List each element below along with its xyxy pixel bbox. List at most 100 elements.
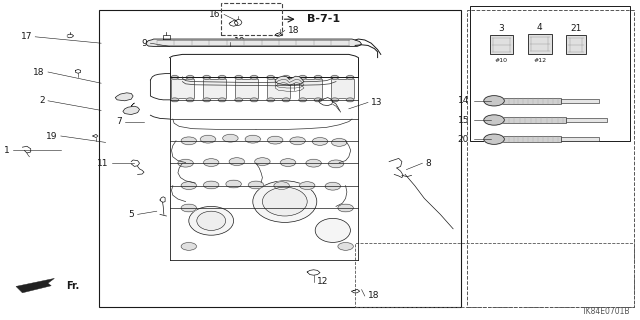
Ellipse shape [253,181,317,222]
Bar [502,117,566,123]
Bar [528,34,552,54]
Text: 12: 12 [317,277,328,286]
Text: 2: 2 [39,96,45,105]
Bar [566,35,586,54]
Circle shape [248,181,264,189]
Bar [171,79,194,98]
Circle shape [332,139,347,146]
Text: Fr.: Fr. [66,281,79,291]
Ellipse shape [189,206,234,235]
Bar [502,136,561,142]
Circle shape [280,159,296,166]
Circle shape [235,76,243,79]
Circle shape [204,181,219,189]
Bar [299,79,322,98]
Circle shape [235,98,243,102]
Bar [566,118,607,122]
Text: 8: 8 [426,159,431,168]
Circle shape [181,204,196,212]
Circle shape [346,76,354,79]
Circle shape [282,98,290,102]
Text: 7: 7 [116,117,122,126]
Circle shape [200,135,216,143]
Polygon shape [16,278,54,293]
Bar [470,6,630,141]
Circle shape [250,76,258,79]
Ellipse shape [197,211,226,230]
Text: 17: 17 [20,32,32,41]
Bar [267,79,290,98]
Circle shape [181,137,196,145]
Text: 1: 1 [4,146,10,155]
Circle shape [314,76,322,79]
Circle shape [245,135,260,143]
Circle shape [204,159,219,166]
Circle shape [226,180,241,188]
Ellipse shape [262,187,307,216]
Ellipse shape [315,218,351,243]
Text: TK84E0701B: TK84E0701B [582,308,630,316]
Text: 5: 5 [129,210,134,219]
Circle shape [181,182,196,189]
Bar [467,10,634,307]
Text: 16: 16 [209,10,221,19]
Circle shape [171,98,179,102]
Circle shape [331,76,339,79]
Text: 15: 15 [458,116,469,124]
Circle shape [218,76,226,79]
Bar [561,137,598,141]
Bar [355,243,634,307]
Bar [561,99,598,103]
Text: B-7-1: B-7-1 [307,14,340,24]
Circle shape [484,96,504,106]
Polygon shape [275,76,304,85]
Circle shape [306,159,321,167]
Circle shape [203,76,211,79]
Text: 9: 9 [141,39,147,48]
Text: 3: 3 [499,24,504,33]
Text: 21: 21 [570,24,582,33]
Circle shape [312,138,328,145]
Circle shape [484,115,504,125]
Text: 18: 18 [33,68,45,76]
Bar [331,79,354,98]
Text: 13: 13 [371,98,383,107]
Circle shape [267,98,275,102]
Circle shape [267,76,275,79]
Polygon shape [115,93,133,101]
Bar [99,10,461,307]
Circle shape [274,182,289,189]
Bar [235,79,258,98]
Polygon shape [123,106,140,115]
Circle shape [299,98,307,102]
Circle shape [331,98,339,102]
Circle shape [290,137,305,145]
Text: 19: 19 [46,132,58,140]
Circle shape [346,98,354,102]
Circle shape [300,182,315,189]
Text: 6: 6 [298,79,303,88]
Text: 14: 14 [458,96,469,105]
Circle shape [484,134,504,144]
Text: 18: 18 [288,26,300,35]
Circle shape [229,158,244,165]
Circle shape [171,76,179,79]
Circle shape [218,98,226,102]
Bar [221,3,282,35]
Circle shape [314,98,322,102]
Bar [502,98,561,104]
Circle shape [250,98,258,102]
Text: #12: #12 [533,58,547,63]
Text: 11: 11 [97,159,109,168]
Text: 4: 4 [537,23,543,32]
Circle shape [282,76,290,79]
Circle shape [325,182,340,190]
Circle shape [181,243,196,250]
Circle shape [186,76,194,79]
Circle shape [255,158,270,165]
Circle shape [178,159,193,167]
Circle shape [203,98,211,102]
Circle shape [268,136,283,144]
Bar [490,35,513,54]
Text: #10: #10 [495,58,508,63]
